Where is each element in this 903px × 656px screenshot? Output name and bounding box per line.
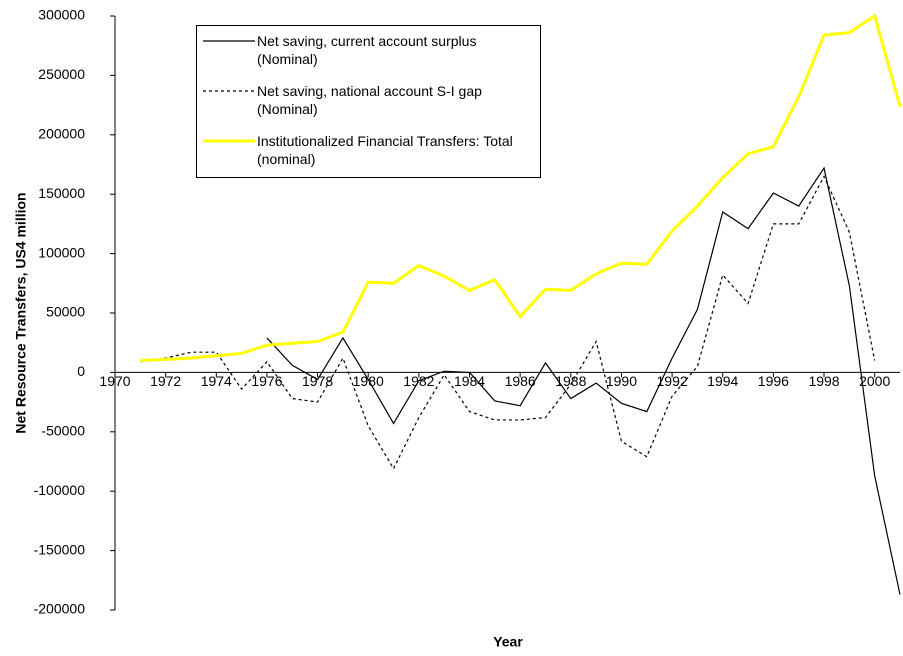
x-tick-label: 1994	[707, 373, 738, 389]
x-tick-label: 1972	[150, 373, 181, 389]
legend-swatch	[203, 40, 255, 42]
x-tick-label: 1992	[657, 373, 688, 389]
legend-swatch	[203, 139, 255, 143]
x-tick-label: 1976	[251, 373, 282, 389]
legend-label: Net saving, national account S-I gap (No…	[257, 83, 482, 117]
series-line	[266, 166, 901, 595]
series-line	[140, 175, 876, 470]
x-tick-label: 2000	[859, 373, 890, 389]
x-tick-label: 1990	[606, 373, 637, 389]
y-axis-title: Net Resource Transfers, US4 million	[13, 192, 29, 433]
y-tick-label: -200000	[34, 601, 86, 617]
x-axis-title: Year	[493, 634, 523, 650]
legend-swatch	[203, 90, 255, 92]
legend-label: Net saving, current account surplus (Nom…	[257, 33, 477, 67]
y-tick-label: 50000	[46, 304, 85, 320]
x-tick-label: 1978	[302, 373, 333, 389]
y-tick-label: 200000	[38, 126, 85, 142]
y-tick-label: -50000	[41, 423, 85, 439]
legend-entry: Net saving, current account surplus (Nom…	[201, 32, 536, 68]
legend-entry: Institutionalized Financial Transfers: T…	[201, 132, 536, 168]
legend: Net saving, current account surplus (Nom…	[196, 25, 541, 178]
x-tick-label: 1974	[201, 373, 232, 389]
y-tick-label: -100000	[34, 482, 86, 498]
x-tick-label: 1980	[353, 373, 384, 389]
y-tick-label: 250000	[38, 66, 85, 82]
legend-entry: Net saving, national account S-I gap (No…	[201, 82, 536, 118]
y-tick-label: -150000	[34, 541, 86, 557]
x-tick-label: 1970	[99, 373, 130, 389]
y-tick-label: 150000	[38, 185, 85, 201]
y-tick-label: 300000	[38, 7, 85, 23]
x-tick-label: 1998	[808, 373, 839, 389]
series-line	[140, 13, 902, 363]
x-tick-label: 1986	[505, 373, 536, 389]
y-tick-label: 0	[77, 363, 85, 379]
x-tick-label: 1996	[758, 373, 789, 389]
x-tick-label: 1988	[555, 373, 586, 389]
legend-label: Institutionalized Financial Transfers: T…	[257, 133, 513, 167]
y-tick-label: 100000	[38, 244, 85, 260]
x-tick-label: 1984	[454, 373, 485, 389]
